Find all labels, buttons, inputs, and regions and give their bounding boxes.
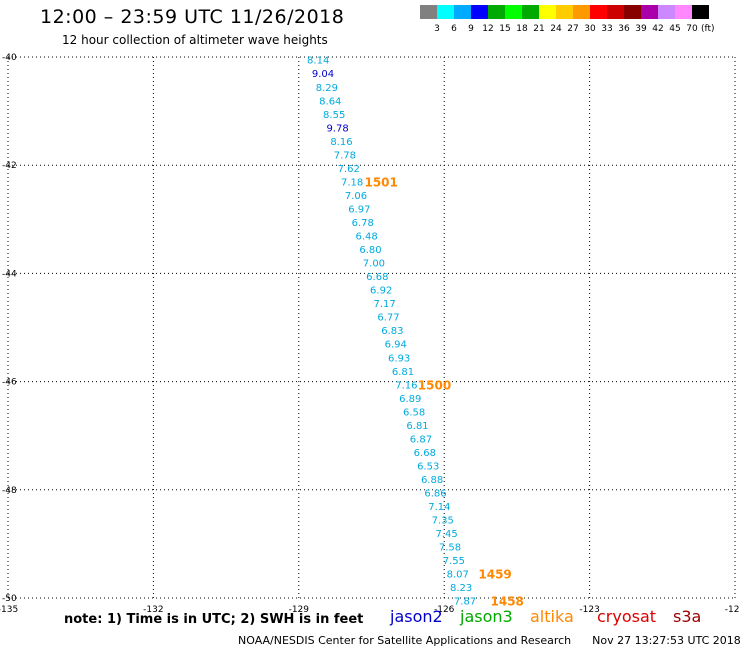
wave-height-label: 7.00: [363, 259, 385, 270]
wave-height-label: 6.97: [348, 204, 370, 215]
wave-height-label: 6.68: [414, 448, 436, 459]
wave-height-label: 6.68: [366, 272, 388, 283]
wave-height-label: 6.58: [403, 407, 425, 418]
footer-credit: NOAA/NESDIS Center for Satellite Applica…: [238, 634, 571, 647]
wave-height-label: 6.94: [385, 340, 407, 351]
wave-height-label: 6.83: [381, 326, 403, 337]
wave-height-label: 6.92: [370, 286, 392, 297]
wave-height-label: 6.81: [392, 367, 414, 378]
wave-height-label: 9.78: [326, 123, 348, 134]
wave-height-label: 7.45: [435, 529, 457, 540]
wave-height-label: 7.35: [432, 516, 454, 527]
satellite-jason3: jason3: [460, 607, 513, 626]
wave-height-label: 7.06: [345, 191, 367, 202]
wave-height-label: 6.81: [406, 421, 428, 432]
wave-height-label: 8.14: [307, 56, 329, 67]
wave-height-label: 8.16: [330, 137, 352, 148]
wave-height-label: 8.23: [450, 583, 472, 594]
wave-height-label: 6.87: [410, 434, 432, 445]
wave-height-label: 9.04: [312, 69, 334, 80]
wave-height-label: 7.18: [341, 177, 363, 188]
wave-height-label: 6.93: [388, 353, 410, 364]
wave-height-label: 6.89: [399, 394, 421, 405]
wave-height-label: 6.78: [352, 218, 374, 229]
lat-label: -40: [2, 53, 17, 63]
satellite-s3a: s3a: [673, 607, 701, 626]
lat-label: -50: [2, 594, 17, 604]
note-text: note: 1) Time is in UTC; 2) SWH is in fe…: [64, 612, 363, 627]
wave-height-label: 7.55: [443, 556, 465, 567]
satellite-altika: altika: [530, 607, 574, 626]
lat-label: -44: [2, 269, 17, 279]
wave-height-map: -40-42-44-46-48-50-135-132-129-126-123-1…: [0, 0, 740, 650]
footer: NOAA/NESDIS Center for Satellite Applica…: [238, 634, 740, 647]
lat-label: -42: [2, 161, 17, 171]
wave-height-label: 6.53: [417, 461, 439, 472]
satellite-cryosat: cryosat: [597, 607, 656, 626]
wave-height-label: 8.07: [447, 570, 469, 581]
lon-label: -135: [0, 605, 18, 615]
wave-height-label: 6.86: [424, 489, 446, 500]
wave-height-label: 6.80: [359, 245, 381, 256]
satellite-jason2: jason2: [390, 607, 443, 626]
wave-height-label: 8.29: [316, 83, 338, 94]
wave-height-label: 6.48: [356, 232, 378, 243]
wave-height-label: 6.88: [421, 475, 443, 486]
wave-height-label: 7.78: [334, 150, 356, 161]
wave-height-label: 7.16: [395, 380, 417, 391]
time-label: 1459: [478, 568, 511, 582]
wave-height-label: 7.17: [373, 299, 395, 310]
time-label: 1500: [418, 378, 451, 392]
footer-timestamp: Nov 27 13:27:53 UTC 2018: [592, 634, 740, 647]
wave-height-label: 8.55: [323, 110, 345, 121]
lat-label: -48: [2, 486, 17, 496]
wave-height-label: 6.77: [377, 313, 399, 324]
wave-height-label: 7.62: [338, 164, 360, 175]
wave-height-label: 7.14: [428, 502, 450, 513]
time-label: 1501: [364, 175, 397, 189]
lon-label: -120: [725, 605, 740, 615]
wave-height-label: 8.64: [319, 96, 341, 107]
wave-height-label: 7.58: [439, 543, 461, 554]
lat-label: -46: [2, 378, 17, 388]
